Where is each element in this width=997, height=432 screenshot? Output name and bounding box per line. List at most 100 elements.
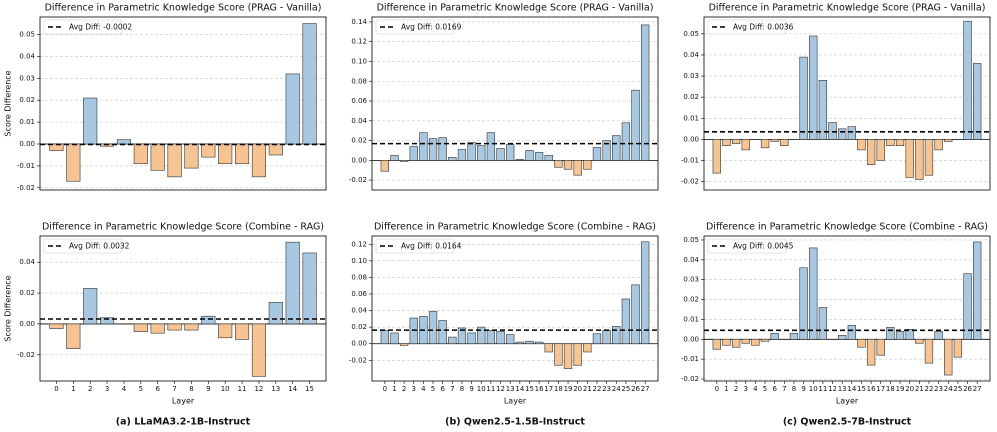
bar bbox=[934, 331, 943, 340]
bar bbox=[390, 155, 399, 161]
bar bbox=[428, 138, 438, 161]
bar bbox=[399, 160, 409, 162]
x-tick-label: 2 bbox=[88, 385, 92, 393]
x-tick-label: 13 bbox=[838, 385, 847, 393]
x-tick-label: 10 bbox=[221, 385, 230, 393]
bar bbox=[496, 148, 505, 161]
bar bbox=[525, 150, 534, 161]
x-tick-label: 25 bbox=[953, 385, 962, 393]
bar bbox=[167, 323, 182, 331]
bar bbox=[789, 333, 799, 340]
x-tick-label: 21 bbox=[583, 385, 592, 393]
bar bbox=[515, 341, 524, 345]
bar bbox=[525, 340, 534, 345]
bar bbox=[438, 320, 447, 345]
bar bbox=[251, 143, 266, 178]
y-tick-label: 0.04 bbox=[683, 51, 699, 59]
y-tick-label: 0.14 bbox=[351, 18, 367, 26]
x-tick-label: 11 bbox=[486, 385, 495, 393]
bar bbox=[741, 338, 750, 344]
bar bbox=[866, 139, 876, 165]
caption: (a) LLaMA3.2-1B-Instruct bbox=[116, 417, 251, 428]
frame bbox=[371, 16, 659, 191]
x-tick-label: 9 bbox=[469, 385, 473, 393]
bar bbox=[838, 128, 847, 140]
x-tick-label: 27 bbox=[641, 385, 650, 393]
legend-label: Avg Diff: 0.0169 bbox=[401, 23, 462, 32]
x-tick-label: 2 bbox=[402, 385, 406, 393]
bar bbox=[924, 338, 934, 364]
y-tick-label: -0.01 bbox=[681, 355, 699, 363]
bar bbox=[235, 143, 250, 165]
x-tick-label: 3 bbox=[744, 385, 748, 393]
x-tick-label: 20 bbox=[573, 385, 582, 393]
bar bbox=[167, 143, 182, 178]
x-tick-label: 27 bbox=[973, 385, 982, 393]
bar bbox=[563, 343, 573, 369]
bar bbox=[818, 79, 828, 140]
bar bbox=[563, 160, 573, 170]
caption: (c) Qwen2.5-7B-Instruct bbox=[783, 417, 912, 428]
bar bbox=[895, 139, 905, 146]
x-tick-label: 0 bbox=[383, 385, 387, 393]
y-tick-label: 0.08 bbox=[351, 273, 367, 281]
bar bbox=[731, 139, 741, 144]
x-tick-label: 4 bbox=[421, 385, 426, 393]
bar bbox=[49, 323, 64, 329]
x-tick-label: 7 bbox=[450, 385, 454, 393]
y-tick-label: 0.02 bbox=[351, 323, 367, 331]
x-tick-label: 8 bbox=[189, 385, 193, 393]
x-tick-label: 9 bbox=[206, 385, 210, 393]
x-tick-label: 10 bbox=[477, 385, 486, 393]
bar bbox=[818, 307, 828, 340]
legend-label: Avg Diff: 0.0032 bbox=[69, 242, 130, 251]
bar bbox=[438, 137, 447, 161]
y-tick-label: 0.03 bbox=[683, 276, 699, 284]
legend-label: Avg Diff: -0.0002 bbox=[69, 23, 132, 32]
x-tick-label: 25 bbox=[621, 385, 630, 393]
y-tick-label: -0.02 bbox=[349, 356, 367, 364]
x-tick-label: 21 bbox=[915, 385, 924, 393]
y-tick-label: 0.04 bbox=[683, 256, 699, 264]
x-tick-label: 5 bbox=[139, 385, 143, 393]
bar bbox=[760, 139, 770, 149]
bar bbox=[419, 132, 428, 161]
bar bbox=[621, 298, 631, 345]
bar bbox=[847, 325, 856, 340]
x-tick-label: 14 bbox=[515, 385, 524, 393]
bar bbox=[847, 126, 856, 140]
x-tick-label: 15 bbox=[857, 385, 866, 393]
bar bbox=[612, 326, 621, 345]
bar bbox=[876, 139, 885, 161]
y-tick-label: 0.01 bbox=[683, 114, 699, 122]
x-tick-label: 18 bbox=[554, 385, 563, 393]
y-tick-label: 0.05 bbox=[683, 30, 699, 38]
frame bbox=[371, 235, 659, 382]
bar bbox=[722, 338, 731, 346]
x-tick-label: 4 bbox=[753, 385, 758, 393]
bar bbox=[712, 338, 721, 350]
bar bbox=[184, 323, 199, 331]
x-tick-label: 7 bbox=[172, 385, 176, 393]
y-tick-label: 0.02 bbox=[351, 137, 367, 145]
bar bbox=[116, 139, 131, 145]
x-tick-label: 19 bbox=[564, 385, 573, 393]
bar bbox=[631, 89, 640, 161]
bar bbox=[285, 241, 300, 325]
bar bbox=[467, 142, 476, 161]
bar bbox=[915, 139, 924, 180]
bar bbox=[302, 252, 317, 325]
x-tick-label: 3 bbox=[105, 385, 109, 393]
bar bbox=[722, 139, 731, 146]
x-tick-label: 10 bbox=[809, 385, 818, 393]
x-tick-label: 2 bbox=[734, 385, 738, 393]
y-tick-label: 0.00 bbox=[351, 340, 367, 348]
x-tick-label: 15 bbox=[305, 385, 314, 393]
x-tick-label: 13 bbox=[271, 385, 280, 393]
y-tick-label: -0.02 bbox=[681, 375, 699, 383]
bar bbox=[66, 323, 81, 349]
bar bbox=[799, 267, 808, 340]
x-tick-label: 17 bbox=[876, 385, 885, 393]
y-tick-label: 0.00 bbox=[683, 135, 699, 143]
